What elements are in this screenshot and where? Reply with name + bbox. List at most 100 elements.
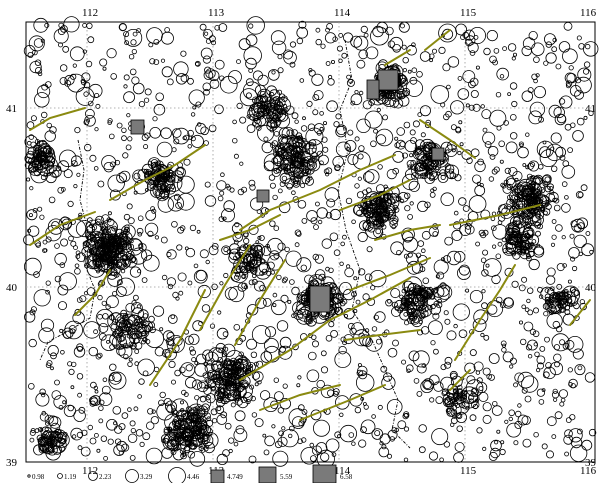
event-circle <box>357 365 368 377</box>
event-circle <box>262 433 267 438</box>
event-circle <box>48 196 56 204</box>
event-circle <box>26 121 35 129</box>
event-circle <box>421 304 429 313</box>
event-circle <box>262 297 272 307</box>
large-events <box>130 69 445 313</box>
event-circle <box>228 248 241 261</box>
event-circle <box>208 245 219 256</box>
event-circle <box>573 223 582 232</box>
event-circle <box>268 174 276 181</box>
event-circle <box>553 344 561 351</box>
event-circle <box>442 113 450 121</box>
event-circle <box>329 208 341 221</box>
event-circle <box>444 318 451 325</box>
event-circle <box>425 294 430 300</box>
event-circle <box>517 146 529 159</box>
event-circle <box>252 121 257 127</box>
event-circle <box>392 98 404 109</box>
event-circle <box>121 135 127 142</box>
event-circle <box>234 410 246 422</box>
event-circle <box>278 430 285 437</box>
event-circle <box>39 214 45 220</box>
event-circle <box>314 254 324 264</box>
event-circle <box>74 127 81 134</box>
top-tick: 114 <box>334 7 351 19</box>
event-circle <box>496 67 510 81</box>
event-circle <box>559 154 566 161</box>
event-circle <box>512 171 523 182</box>
event-circle <box>418 303 433 318</box>
event-circle <box>458 120 463 125</box>
event-circle <box>470 90 479 99</box>
event-circle <box>165 337 174 346</box>
event-circle <box>159 391 166 399</box>
event-circle <box>421 172 429 180</box>
event-circle <box>285 250 302 267</box>
event-circle <box>558 41 571 53</box>
top-tick: 115 <box>460 7 477 19</box>
event-circle <box>103 455 108 461</box>
event-circle <box>251 325 271 344</box>
event-circle <box>212 373 219 380</box>
event-circle <box>472 103 481 112</box>
event-circle <box>84 115 96 127</box>
event-circle <box>459 224 472 237</box>
event-circle <box>111 225 118 232</box>
event-circle <box>282 383 288 389</box>
event-circle <box>319 126 324 131</box>
event-circle <box>97 294 103 301</box>
event-circle <box>435 274 440 279</box>
event-circle <box>565 80 573 87</box>
event-circle <box>101 385 111 395</box>
event-circle <box>568 65 574 71</box>
event-circle <box>530 215 542 227</box>
event-circle <box>518 141 525 147</box>
event-circle <box>308 69 316 77</box>
event-circle <box>339 412 344 417</box>
event-circle <box>502 184 512 194</box>
event-circle <box>228 243 240 255</box>
event-circle <box>440 364 447 371</box>
event-circle <box>133 172 141 180</box>
event-circle <box>193 420 209 436</box>
event-circle <box>583 61 591 68</box>
event-circle <box>543 311 549 317</box>
event-circle <box>29 186 34 191</box>
event-circle <box>491 405 503 416</box>
event-circle <box>330 292 342 305</box>
event-circle <box>487 146 499 157</box>
event-circle <box>539 345 546 352</box>
event-circle <box>505 176 515 186</box>
event-circle <box>76 252 86 263</box>
event-circle <box>554 411 563 420</box>
event-circle <box>60 64 68 72</box>
event-circle <box>339 261 344 266</box>
event-circle <box>194 361 199 365</box>
event-circle <box>121 412 129 419</box>
event-circle <box>548 303 557 312</box>
event-circle <box>504 167 511 174</box>
event-circle <box>51 390 62 400</box>
event-circle <box>177 176 183 181</box>
event-circle <box>324 315 330 321</box>
event-circle <box>467 392 478 403</box>
event-circle <box>233 441 239 447</box>
event-circle <box>107 438 114 445</box>
event-circle <box>273 377 279 383</box>
event-circle <box>315 442 328 454</box>
event-circle <box>439 457 444 463</box>
event-circle <box>220 411 228 419</box>
event-circle <box>538 116 544 123</box>
event-circle <box>138 378 145 385</box>
legend-circle-icon <box>168 467 186 483</box>
event-circle <box>281 148 286 154</box>
event-circle <box>141 277 148 284</box>
fault-line <box>424 29 451 51</box>
event-circle <box>500 182 505 188</box>
event-circle <box>318 154 329 166</box>
event-circle <box>58 301 68 311</box>
event-circle <box>508 416 513 422</box>
event-circle <box>316 380 325 389</box>
event-circle <box>467 42 479 54</box>
event-circle <box>301 169 309 176</box>
